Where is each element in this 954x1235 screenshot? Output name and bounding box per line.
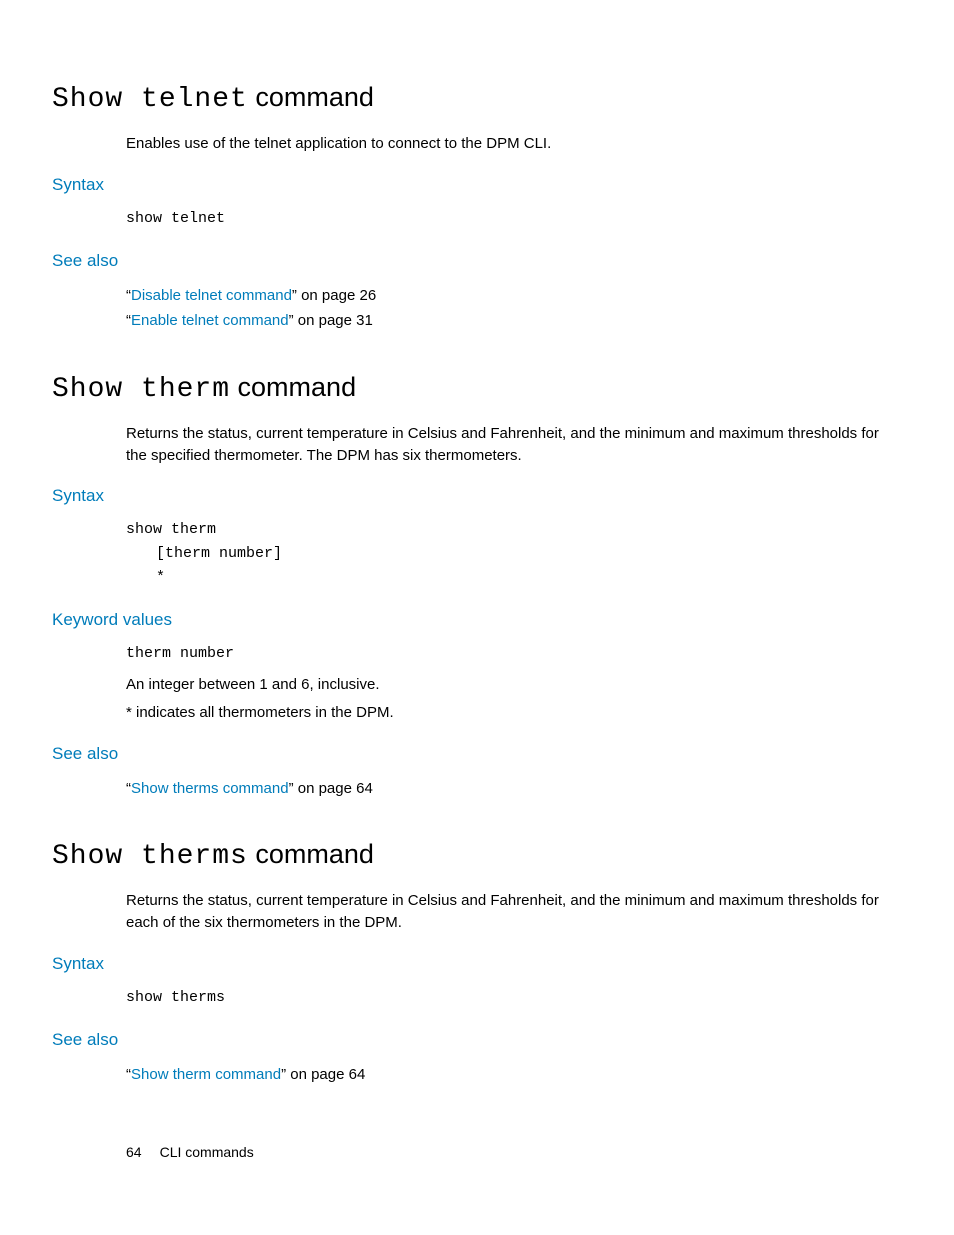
syntax-code: show telnet — [126, 207, 894, 231]
syntax-heading: Syntax — [52, 486, 894, 506]
section-heading: Show therm command — [52, 372, 894, 405]
heading-mono: Show telnet — [52, 84, 248, 115]
ref-link[interactable]: Disable telnet command — [131, 287, 292, 304]
footer-section-title: CLI commands — [160, 1144, 254, 1160]
seealso-ref: “Disable telnet command” on page 26 — [126, 283, 894, 309]
page-content: Show telnet command Enables use of the t… — [0, 0, 954, 1087]
section-show-therm: Show therm command Returns the status, c… — [52, 372, 894, 802]
keyword-heading: Keyword values — [52, 610, 894, 630]
keyword-desc: An integer between 1 and 6, inclusive. — [126, 674, 894, 696]
section-show-therms: Show therms command Returns the status, … — [52, 839, 894, 1087]
seealso-heading: See also — [52, 1030, 894, 1050]
heading-mono: Show therm — [52, 374, 230, 405]
ref-link[interactable]: Show therm command — [131, 1066, 281, 1083]
ref-link[interactable]: Enable telnet command — [131, 312, 289, 329]
heading-rest: command — [248, 82, 374, 112]
syntax-heading: Syntax — [52, 175, 894, 195]
page-footer: 64 CLI commands — [126, 1144, 254, 1160]
syntax-code: show therms — [126, 986, 894, 1010]
heading-rest: command — [230, 372, 356, 402]
ref-suffix: ” on page 26 — [292, 287, 376, 304]
section-description: Enables use of the telnet application to… — [126, 133, 894, 155]
section-heading: Show therms command — [52, 839, 894, 872]
seealso-heading: See also — [52, 251, 894, 271]
seealso-ref: “Show therms command” on page 64 — [126, 776, 894, 802]
seealso-ref: “Enable telnet command” on page 31 — [126, 308, 894, 334]
ref-link[interactable]: Show therms command — [131, 780, 289, 797]
seealso-heading: See also — [52, 744, 894, 764]
page-number: 64 — [126, 1144, 142, 1160]
seealso-ref: “Show therm command” on page 64 — [126, 1062, 894, 1088]
keyword-term: therm number — [126, 642, 894, 666]
keyword-desc: * indicates all thermometers in the DPM. — [126, 702, 894, 724]
section-heading: Show telnet command — [52, 82, 894, 115]
section-show-telnet: Show telnet command Enables use of the t… — [52, 82, 894, 334]
ref-suffix: ” on page 31 — [289, 312, 373, 329]
syntax-code: show therm — [126, 518, 894, 542]
section-description: Returns the status, current temperature … — [126, 890, 894, 934]
ref-suffix: ” on page 64 — [281, 1066, 365, 1083]
syntax-heading: Syntax — [52, 954, 894, 974]
syntax-code: * — [156, 566, 894, 590]
ref-suffix: ” on page 64 — [289, 780, 373, 797]
heading-rest: command — [248, 839, 374, 869]
syntax-code: [therm number] — [156, 542, 894, 566]
section-description: Returns the status, current temperature … — [126, 423, 894, 467]
heading-mono: Show therms — [52, 841, 248, 872]
